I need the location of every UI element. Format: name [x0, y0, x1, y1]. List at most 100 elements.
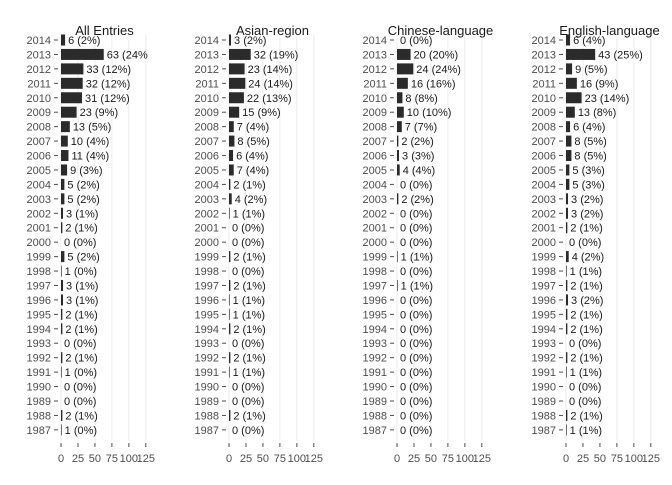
bar — [61, 178, 65, 190]
data-label: 9 (5%) — [575, 64, 607, 76]
x-tick-label: 100 — [456, 453, 474, 465]
data-label: 0 (0%) — [400, 367, 432, 379]
bar — [229, 121, 234, 133]
category-label: 2004 — [195, 179, 219, 191]
bar — [566, 106, 575, 118]
category-label: 2002 — [195, 208, 219, 220]
data-label: 0 (0%) — [232, 266, 264, 278]
x-tick-label: 75 — [106, 453, 118, 465]
bar — [229, 323, 231, 335]
bar — [566, 308, 568, 320]
category-label: 1988 — [532, 410, 556, 422]
bar — [566, 63, 573, 75]
data-label: 3 (2%) — [571, 208, 603, 220]
data-label: 2 (1%) — [233, 179, 265, 191]
bar — [61, 48, 104, 60]
bar — [397, 63, 414, 75]
category-label: 1996 — [195, 295, 219, 307]
data-label: 23 (9%) — [80, 107, 119, 119]
bar — [61, 424, 62, 436]
data-label: 8 (8%) — [405, 93, 437, 105]
category-label: 1998 — [532, 266, 556, 278]
category-label: 1997 — [27, 280, 51, 292]
category-label: 2003 — [27, 194, 51, 206]
bar — [229, 48, 251, 60]
data-label: 2 (1%) — [233, 410, 265, 422]
data-label: 3 (1%) — [66, 280, 98, 292]
data-label: 0 (0%) — [400, 295, 432, 307]
bar — [61, 121, 70, 133]
category-label: 1990 — [532, 382, 556, 394]
category-label: 2002 — [363, 208, 387, 220]
category-label: 1994 — [363, 324, 387, 336]
category-label: 1989 — [27, 396, 51, 408]
bar — [229, 294, 230, 306]
data-label: 16 (16%) — [411, 78, 456, 90]
data-label: 11 (4%) — [71, 151, 109, 163]
category-label: 1988 — [195, 410, 219, 422]
bar — [61, 294, 64, 306]
bar — [229, 251, 231, 263]
data-label: 1 (1%) — [570, 367, 602, 379]
data-label: 2 (1%) — [233, 324, 265, 336]
category-label: 2013 — [27, 49, 51, 61]
x-tick-label: 100 — [120, 453, 138, 465]
category-label: 2003 — [363, 194, 387, 206]
bar — [61, 106, 77, 118]
category-label: 1992 — [363, 353, 387, 365]
data-label: 0 (0%) — [64, 382, 96, 394]
data-label: 0 (0%) — [569, 396, 601, 408]
x-tick-label: 75 — [442, 453, 454, 465]
bar — [229, 77, 246, 89]
x-tick-label: 25 — [577, 453, 589, 465]
x-tick-label: 100 — [625, 453, 643, 465]
bar — [61, 366, 62, 378]
bar — [61, 34, 66, 46]
data-label: 1 (0%) — [65, 266, 97, 278]
data-label: 0 (0%) — [400, 266, 432, 278]
data-label: 33 (12%) — [86, 64, 131, 76]
bar — [566, 366, 567, 378]
data-label: 0 (0%) — [400, 223, 432, 235]
data-label: 10 (10%) — [407, 107, 452, 119]
panel-title: English-language — [559, 23, 659, 38]
data-label: 0 (0%) — [232, 396, 264, 408]
category-label: 1998 — [27, 266, 51, 278]
category-label: 2010 — [195, 93, 219, 105]
category-label: 2000 — [363, 237, 387, 249]
category-label: 1987 — [532, 425, 556, 437]
bar — [61, 77, 83, 89]
bar — [397, 150, 400, 162]
bar — [566, 424, 567, 436]
data-label: 5 (2%) — [67, 252, 99, 264]
data-label: 2 (1%) — [570, 223, 602, 235]
category-label: 2008 — [195, 122, 219, 134]
bar — [566, 207, 569, 219]
category-label: 2002 — [27, 208, 51, 220]
bar — [229, 150, 234, 162]
panel-title: Asian-region — [236, 23, 309, 38]
category-label: 2000 — [532, 237, 556, 249]
data-label: 1 (1%) — [233, 208, 265, 220]
bar — [566, 193, 569, 205]
data-label: 2 (1%) — [65, 223, 97, 235]
bar — [397, 135, 399, 147]
data-label: 2 (2%) — [401, 194, 433, 206]
bar — [566, 222, 568, 234]
bar — [229, 207, 230, 219]
data-label: 0 (0%) — [400, 338, 432, 350]
category-label: 1987 — [363, 425, 387, 437]
category-label: 1990 — [363, 382, 387, 394]
bar — [397, 164, 400, 176]
category-label: 2005 — [363, 165, 387, 177]
x-tick-label: 0 — [563, 453, 569, 465]
data-label: 0 (0%) — [400, 382, 432, 394]
bar — [229, 193, 232, 205]
category-label: 2012 — [532, 64, 556, 76]
category-label: 2006 — [532, 151, 556, 163]
data-label: 2 (1%) — [65, 353, 97, 365]
bar — [229, 178, 231, 190]
category-label: 1995 — [363, 309, 387, 321]
